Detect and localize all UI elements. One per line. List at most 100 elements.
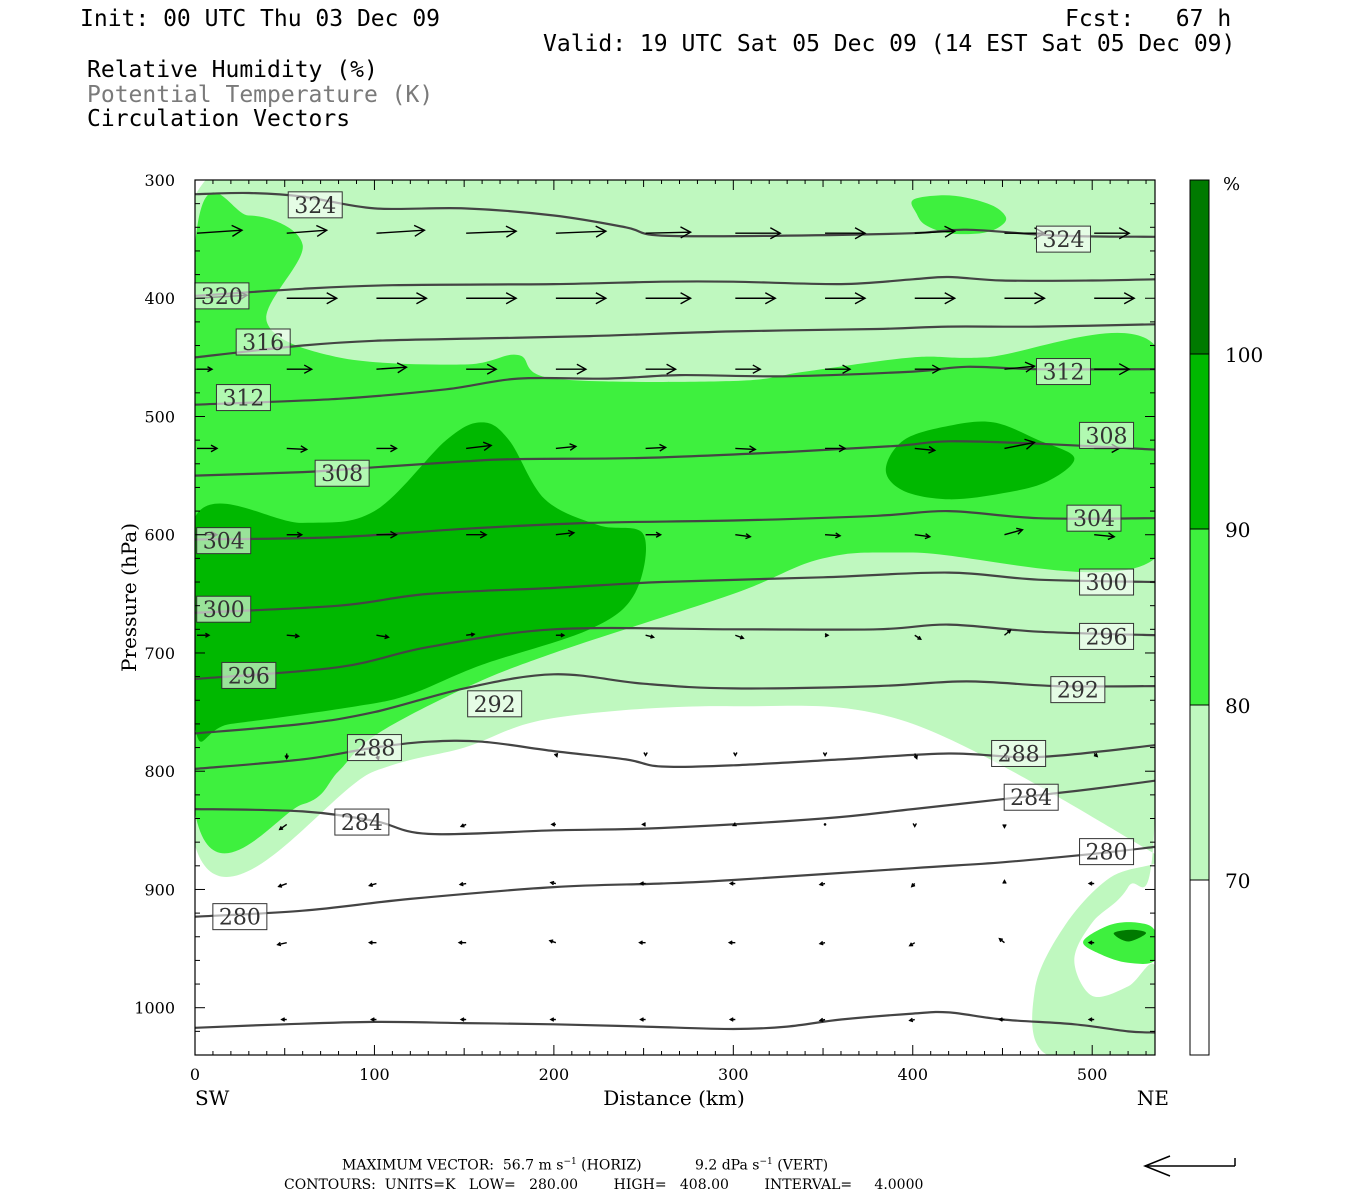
vector-head	[854, 227, 867, 240]
vector-shaft	[376, 366, 407, 370]
circulation-vector	[735, 533, 752, 540]
vector-head	[835, 532, 842, 539]
circulation-vector	[824, 532, 842, 539]
vector-head	[549, 1017, 555, 1022]
vector-shaft	[376, 634, 389, 638]
circulation-vector	[197, 632, 211, 638]
theta-contour-320	[195, 275, 1155, 297]
contour-label-296: 296	[1079, 622, 1135, 650]
contour-info: CONTOURS: UNITS=K LOW= 280.00 HIGH= 408.…	[284, 1177, 924, 1193]
contour-label-text: 324	[294, 194, 336, 219]
vector-head	[294, 633, 301, 639]
axes-layer: 0 100 200 300 400 500 300 400 500 600 700 800 900 100…	[117, 171, 1169, 1110]
circulation-vector	[1004, 629, 1012, 636]
circulation-vector	[908, 942, 916, 947]
contour-label-box	[1079, 622, 1135, 650]
circulation-vector	[286, 224, 329, 238]
circulation-vector	[1094, 292, 1136, 305]
colorbar-unit: %	[1223, 174, 1240, 195]
contour-label-text: 300	[203, 598, 245, 623]
plot-frame	[194, 179, 1156, 1056]
circulation-vector	[910, 883, 916, 888]
y-tick-label: 600	[144, 526, 175, 545]
x-axis-right-label: NE	[1137, 1086, 1169, 1110]
contour-label-284: 284	[1003, 783, 1059, 811]
contour-label-288: 288	[991, 739, 1047, 767]
rh-fill-80-1	[911, 195, 1007, 235]
contour-label-292: 292	[467, 690, 523, 718]
circulation-vector	[555, 292, 608, 305]
theta-contour-312	[195, 365, 1155, 406]
vector-head	[479, 530, 488, 539]
vector-head	[769, 227, 782, 240]
max-vector-vert-unit: (VERT)	[777, 1157, 829, 1174]
vector-head	[680, 292, 693, 305]
vector-head	[505, 225, 518, 238]
circulation-vector	[376, 362, 408, 374]
circulation-vector	[824, 632, 830, 638]
circulation-vector	[459, 1017, 467, 1022]
circulation-vector	[196, 224, 244, 237]
circulation-vector	[555, 225, 608, 238]
x-tick-label: 500	[1077, 1065, 1108, 1084]
rh-fill-80-0	[195, 192, 1155, 854]
contour-label-296: 296	[221, 661, 277, 689]
vector-head	[666, 363, 678, 375]
circulation-vector	[466, 632, 476, 637]
vector-shaft	[466, 230, 517, 234]
circulation-vector	[1094, 227, 1131, 240]
vector-head	[1087, 881, 1093, 886]
contour-label-text: 304	[1073, 507, 1115, 532]
vector-head	[278, 826, 284, 831]
contour-label-320: 320	[194, 282, 250, 310]
circulation-vector	[548, 939, 557, 944]
vector-head	[917, 635, 922, 641]
contour-label-316: 316	[235, 328, 291, 356]
contour-label-280: 280	[212, 903, 268, 931]
vector-head	[326, 292, 339, 305]
vector-head	[1034, 292, 1046, 305]
circulation-vector	[1087, 1017, 1095, 1022]
contour-label-text: 324	[1042, 228, 1084, 253]
circulation-vector	[639, 1017, 646, 1022]
circulation-vector	[912, 823, 918, 828]
contour-label-box	[991, 739, 1047, 767]
vector-head	[300, 445, 309, 454]
circulation-vector	[822, 752, 828, 757]
field-vectors-label: Circulation Vectors	[87, 106, 351, 132]
contour-label-box	[1079, 568, 1135, 596]
circulation-vector	[284, 753, 289, 760]
contour-label-box	[1066, 504, 1122, 532]
circulation-vector	[914, 225, 957, 238]
vector-shaft	[735, 534, 751, 538]
vector-shaft	[286, 229, 327, 234]
circulation-vector	[286, 633, 301, 639]
contour-label-box	[1035, 225, 1091, 253]
vector-shaft	[286, 634, 299, 637]
contour-label-312: 312	[215, 384, 271, 412]
circulation-vector	[376, 224, 426, 237]
circulation-vector	[732, 822, 737, 827]
circulation-vector	[1093, 752, 1099, 758]
y-tick-label: 500	[144, 407, 175, 426]
circulation-vector	[908, 1017, 915, 1023]
vector-head	[818, 940, 824, 946]
circulation-vector	[914, 292, 957, 305]
vector-head	[595, 292, 608, 305]
circulation-vector	[1004, 361, 1036, 373]
colorbar-level-label: 70	[1225, 869, 1250, 893]
circulation-vector	[286, 292, 339, 305]
vector-head	[913, 754, 918, 760]
circulation-vector	[914, 533, 932, 540]
vector-shaft	[1004, 529, 1023, 536]
contour-label-box	[196, 527, 252, 555]
vector-head	[1087, 940, 1093, 945]
y-tick-label: 800	[144, 762, 175, 781]
vector-head	[639, 1017, 644, 1022]
circulation-vector	[825, 227, 867, 240]
vector-shaft	[824, 534, 841, 537]
theta-contour-292	[195, 673, 1155, 735]
contour-label-box	[314, 459, 370, 487]
circulation-vector	[555, 632, 566, 638]
contour-label-box	[1003, 783, 1059, 811]
